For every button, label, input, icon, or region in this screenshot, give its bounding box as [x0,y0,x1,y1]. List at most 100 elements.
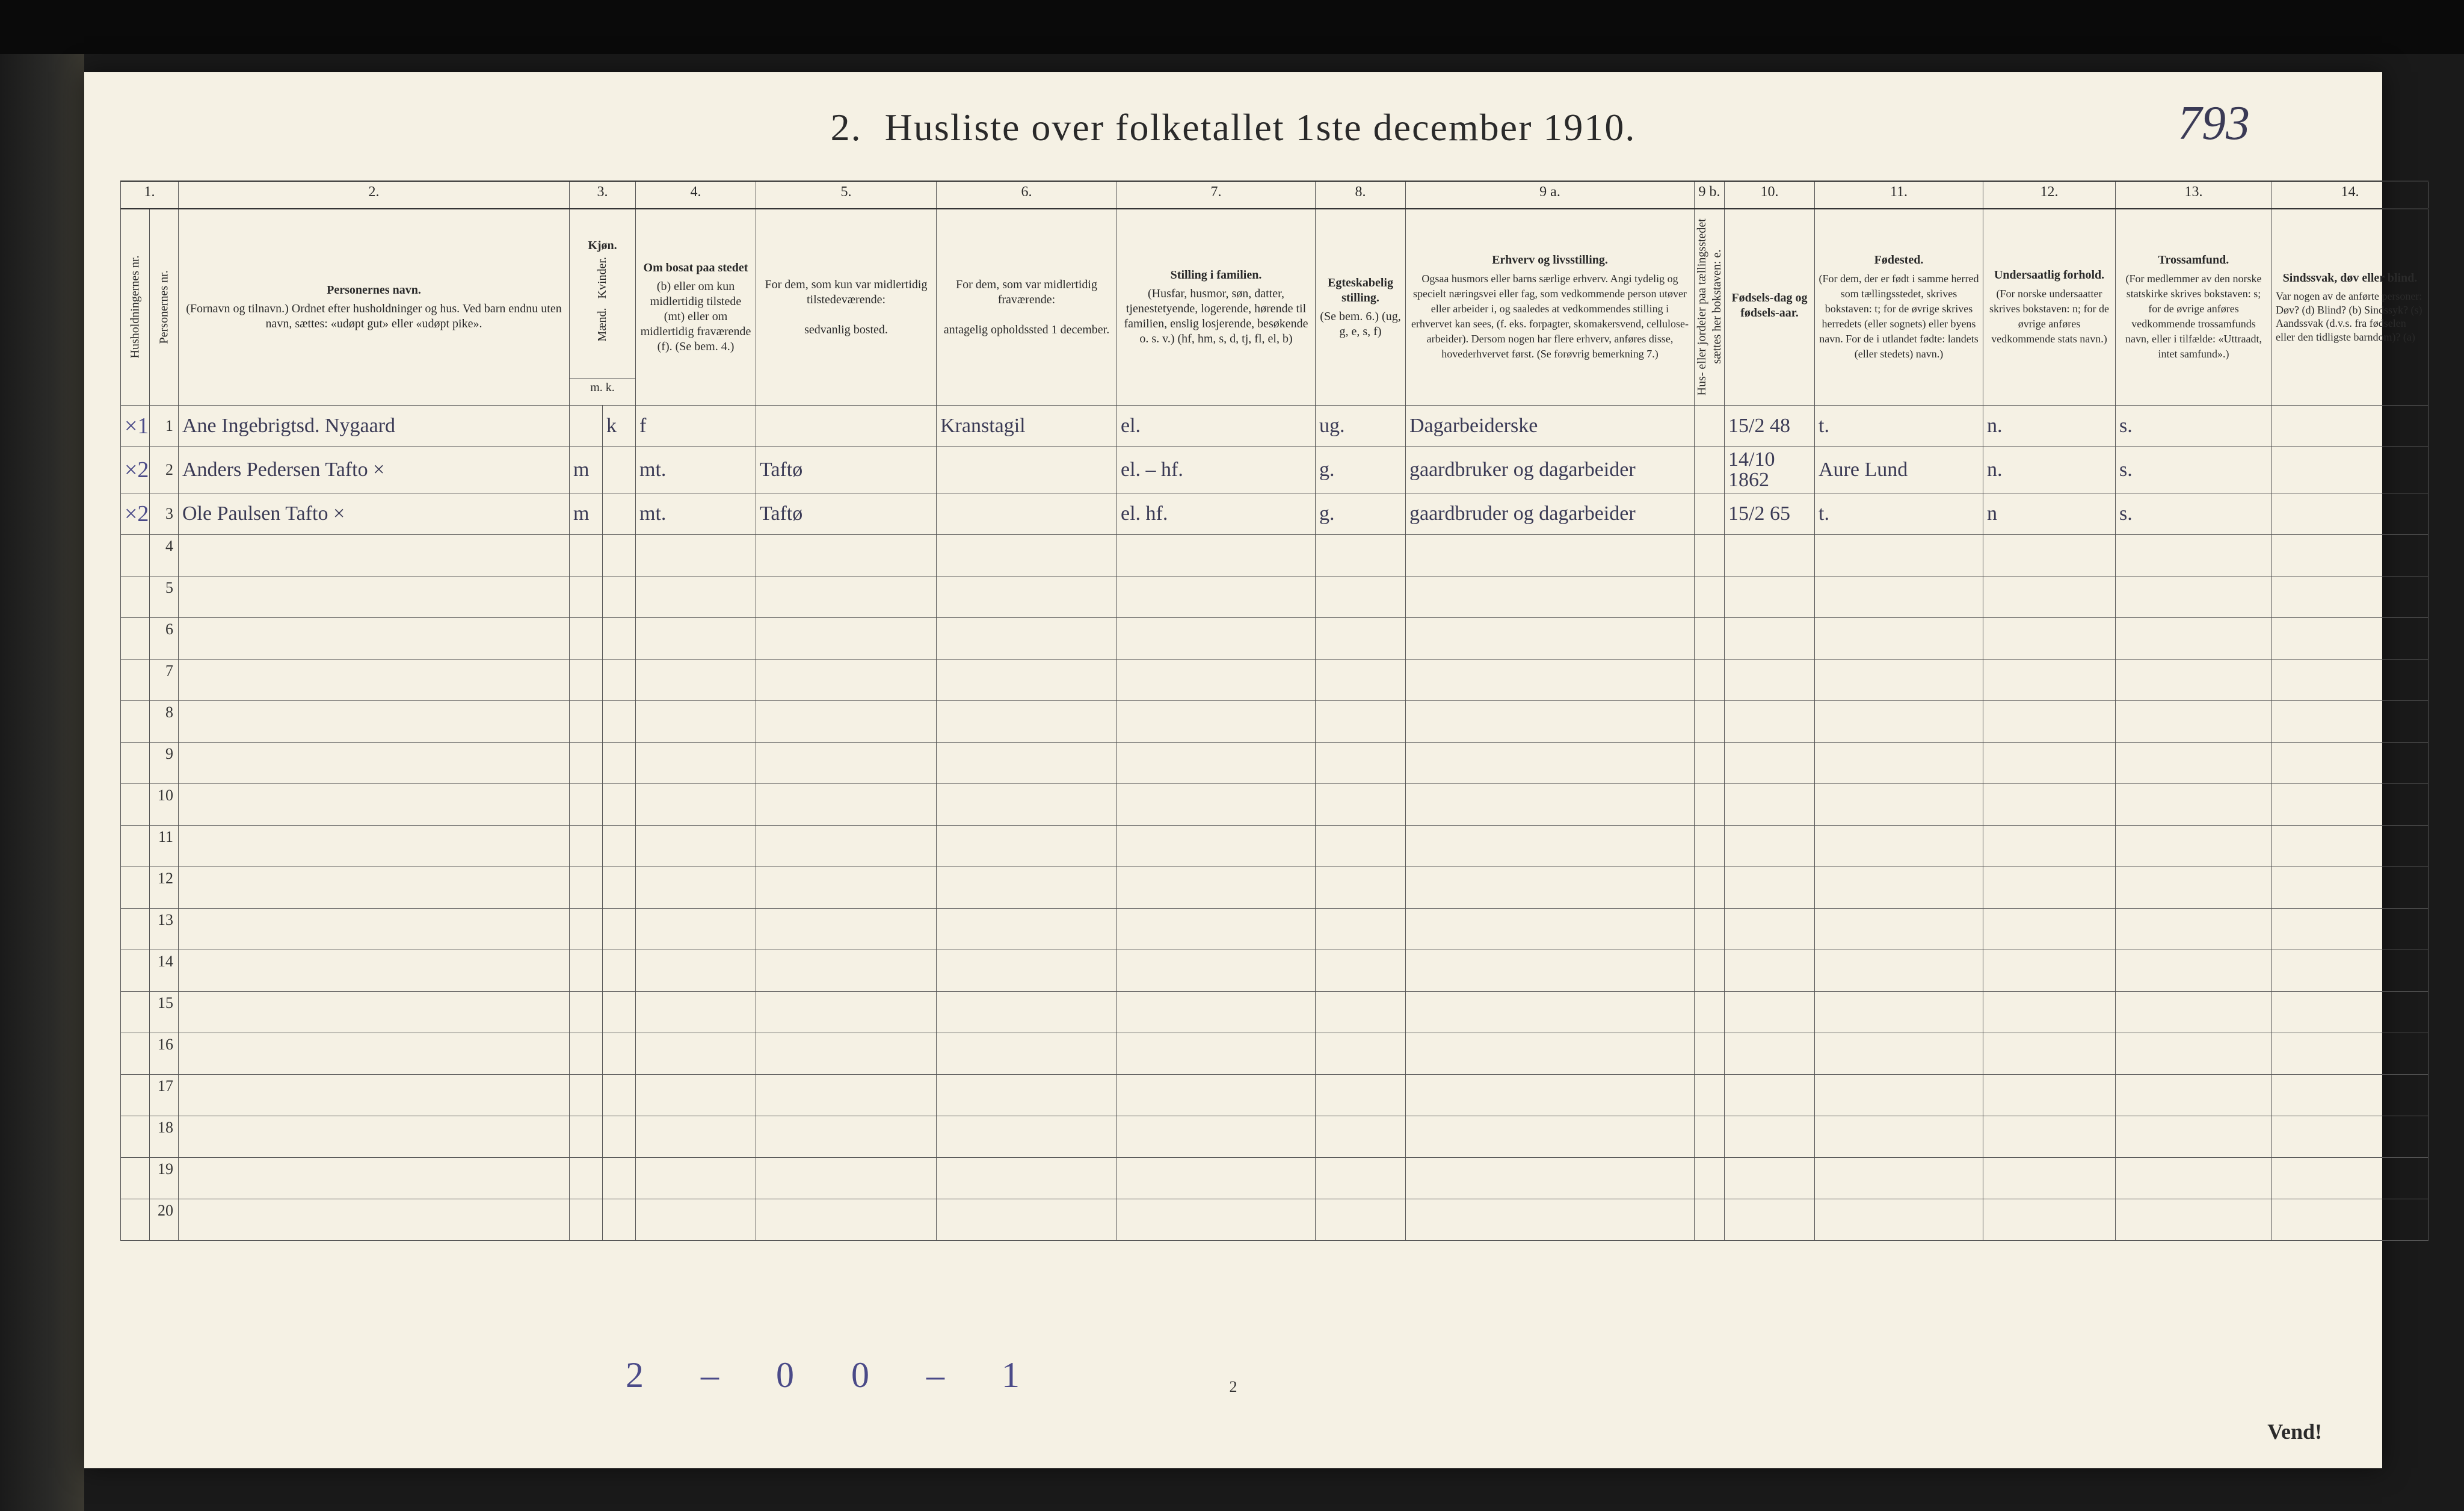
cell-empty [1695,1199,1725,1241]
cell-empty [1983,660,2116,701]
cell-empty [1695,950,1725,992]
cell-bosat: f [636,406,756,447]
cell-erhverv: gaardbruker og dagarbeider [1406,447,1695,493]
cell-empty [636,618,756,660]
hdr-erhverv: Erhverv og livsstilling. Ogsaa husmors e… [1406,209,1695,406]
cell-eier [1695,493,1725,535]
cell-empty [603,701,636,743]
cell-empty [1815,1075,1983,1116]
cell-kjon-k [603,447,636,493]
cell-empty [1316,992,1406,1033]
cell-margin [121,950,150,992]
cell-undersaat: n. [1983,406,2116,447]
cell-empty [570,784,603,826]
cell-empty [179,867,570,909]
colnum-9a: 9 a. [1406,181,1695,209]
cell-empty [1725,1158,1815,1199]
cell-fravaer: Kranstagil [937,406,1117,447]
column-number-row: 1. 2. 3. 4. 5. 6. 7. 8. 9 a. 9 b. 10. 11… [121,181,2429,209]
cell-name: Ane Ingebrigtsd. Nygaard [179,406,570,447]
cell-empty [2272,909,2429,950]
cell-empty [1117,701,1316,743]
hdr-c12-title: Undersaatlig forhold. [1987,268,2111,283]
cell-empty [937,535,1117,576]
cell-empty [1815,618,1983,660]
cell-empty [2116,576,2272,618]
cell-empty [603,909,636,950]
cell-empty [636,950,756,992]
cell-empty [1725,826,1815,867]
cell-margin [121,701,150,743]
cell-margin [121,535,150,576]
cell-empty [636,784,756,826]
cell-empty [1316,618,1406,660]
cell-undersaat: n. [1983,447,2116,493]
cell-empty [1815,909,1983,950]
cell-fodested: t. [1815,493,1983,535]
cell-empty [1316,1033,1406,1075]
cell-empty [179,992,570,1033]
hdr-navn: Personernes navn. (Fornavn og tilnavn.) … [179,209,570,406]
cell-empty [756,743,937,784]
cell-empty [1117,909,1316,950]
cell-empty [756,1116,937,1158]
table-row: ×1.1Ane Ingebrigtsd. NygaardkfKranstagil… [121,406,2429,447]
hdr-c5-sub: sedvanlig bosted. [804,323,888,336]
cell-empty [603,867,636,909]
cell-person-nr: 20 [150,1199,179,1241]
cell-empty [1725,701,1815,743]
colnum-10: 10. [1725,181,1815,209]
cell-person-nr: 18 [150,1116,179,1158]
cell-empty [2272,1199,2429,1241]
cell-empty [937,867,1117,909]
hdr-c13-sub: (For medlemmer av den norske statskirke … [2125,273,2262,360]
hdr-kjon-k: Kvinder. [596,257,609,298]
cell-empty [1815,1158,1983,1199]
cell-empty [756,1199,937,1241]
cell-empty [1983,1116,2116,1158]
cell-tros: s. [2116,447,2272,493]
hdr-kjon: Kjøn. Mænd. Kvinder. [570,209,636,379]
cell-empty [2272,535,2429,576]
cell-empty [2272,1158,2429,1199]
cell-empty [179,701,570,743]
cell-kjon-m: m [570,493,603,535]
table-row: 18 [121,1116,2429,1158]
cell-empty [636,535,756,576]
cell-empty [937,576,1117,618]
cell-empty [636,867,756,909]
printed-page-number: 2 [1230,1378,1237,1396]
cell-empty [756,660,937,701]
cell-stilling: el. hf. [1117,493,1316,535]
cell-empty [1815,867,1983,909]
cell-kjon-m: m [570,447,603,493]
cell-empty [1117,950,1316,992]
cell-empty [1815,701,1983,743]
cell-person-nr: 17 [150,1075,179,1116]
cell-empty [937,826,1117,867]
hdr-navn-title: Personernes navn. [182,283,565,298]
cell-empty [636,992,756,1033]
colnum-13: 13. [2116,181,2272,209]
cell-empty [937,743,1117,784]
cell-empty [570,992,603,1033]
cell-empty [937,784,1117,826]
cell-empty [1983,701,2116,743]
cell-margin: ×1. [121,406,150,447]
cell-empty [1983,535,2116,576]
cell-empty [756,535,937,576]
cell-empty [636,1033,756,1075]
cell-margin [121,867,150,909]
hdr-midl-fravaer: For dem, som var midlertidig fraværende:… [937,209,1117,406]
cell-person-nr: 4 [150,535,179,576]
cell-person-nr: 9 [150,743,179,784]
table-row: 8 [121,701,2429,743]
table-row: 12 [121,867,2429,909]
bottom-pencil-note: 2 – 0 0 – 1 [626,1355,1044,1396]
cell-person-nr: 8 [150,701,179,743]
hdr-bosat-title: Om bosat paa stedet [639,261,752,276]
cell-empty [2116,1033,2272,1075]
cell-empty [603,618,636,660]
cell-bosted: Taftø [756,447,937,493]
cell-empty [1695,1116,1725,1158]
